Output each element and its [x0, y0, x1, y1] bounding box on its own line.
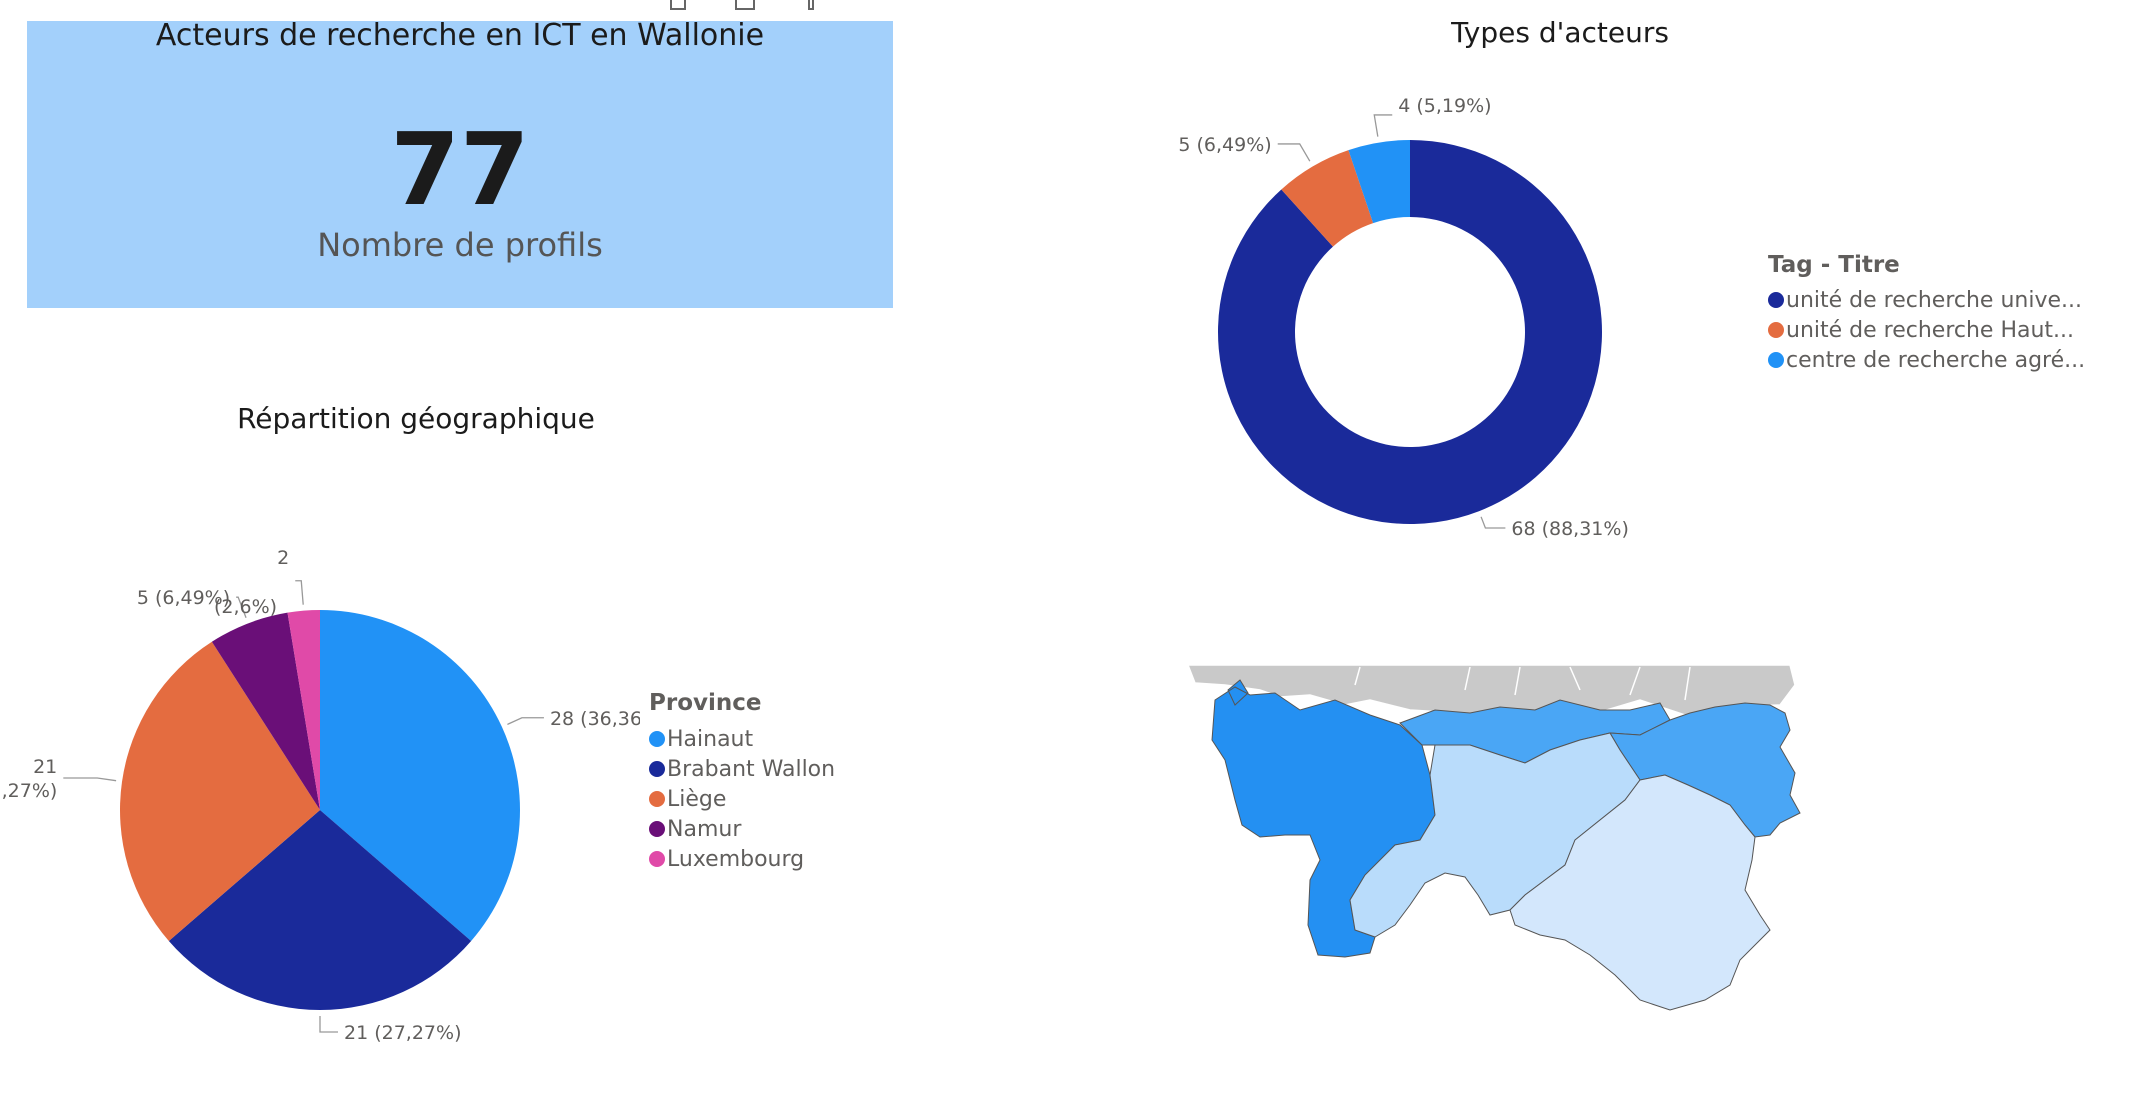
slice-1[interactable]: [1281, 150, 1374, 247]
data-label-2: (27,27%): [0, 780, 57, 802]
slice-2[interactable]: [1348, 140, 1410, 224]
legend-label: Liège: [667, 787, 727, 812]
pie-chart-title: Répartition géographique: [237, 402, 595, 435]
legend-dot-icon: [649, 851, 665, 867]
legend-item[interactable]: Hainaut: [649, 727, 835, 757]
data-label-2: 4 (5,19%): [1398, 95, 1491, 117]
visual-header-icons[interactable]: [660, 0, 830, 14]
legend-item[interactable]: Namur: [649, 817, 835, 847]
wallonia-map[interactable]: [1170, 655, 1960, 1095]
legend-label: Luxembourg: [667, 847, 805, 872]
slice-3[interactable]: [211, 612, 320, 810]
legend-item[interactable]: Liège: [649, 787, 835, 817]
data-label-0: 68 (88,31%): [1511, 518, 1629, 540]
slice-2[interactable]: [120, 641, 321, 941]
leader-line-4: [295, 580, 304, 605]
slice-1[interactable]: [168, 810, 472, 1010]
data-label-1: 21 (27,27%): [344, 1022, 462, 1044]
kpi-card-label: Nombre de profils: [317, 226, 603, 264]
leader-line-1: [1277, 143, 1311, 162]
legend-label: Namur: [667, 817, 742, 842]
donut-legend-title: Tag - Titre: [1768, 252, 1900, 278]
data-label-4: 2: [277, 547, 289, 569]
data-label-1: 5 (6,49%): [1178, 134, 1271, 156]
legend-dot-icon: [1768, 352, 1784, 368]
data-label-4-percent: (2,6%): [214, 596, 277, 618]
map-border-lines: [1354, 666, 1691, 701]
legend-dot-icon: [649, 791, 665, 807]
data-label-2: 21: [33, 756, 57, 778]
pie-chart[interactable]: 28 (36,36%) 21 (27,27%) 21(27,27%) 5 (6,49%…: [0, 540, 640, 1060]
legend-item[interactable]: Brabant Wallon: [649, 757, 835, 787]
map-region-luxembourg[interactable]: [1509, 774, 1771, 1011]
data-label-3: 5 (6,49%): [137, 587, 230, 609]
leader-line-0: [507, 717, 544, 726]
legend-label: centre de recherche agré...: [1786, 348, 2086, 373]
leader-line-1: [319, 1016, 338, 1033]
pie-legend: Hainaut Brabant Wallon Liège Namur Luxembour…: [649, 727, 835, 877]
legend-label: unité de recherche Haut...: [1786, 318, 2075, 343]
leader-line-3: [236, 596, 247, 618]
pie-legend-title: Province: [649, 690, 762, 716]
leader-line-0: [1480, 516, 1506, 529]
more-options-icon[interactable]: [808, 0, 814, 10]
legend-dot-icon: [649, 731, 665, 747]
slice-0[interactable]: [1218, 140, 1602, 524]
legend-dot-icon: [649, 761, 665, 777]
slice-0[interactable]: [320, 610, 520, 941]
legend-item[interactable]: unité de recherche unive...: [1768, 288, 2085, 318]
kpi-card-title: Acteurs de recherche en ICT en Wallonie: [155, 18, 765, 53]
legend-dot-icon: [649, 821, 665, 837]
legend-item[interactable]: centre de recherche agré...: [1768, 348, 2085, 378]
donut-chart[interactable]: 68 (88,31%) 5 (6,49%) 4 (5,19%): [1100, 90, 1700, 570]
legend-label: Brabant Wallon: [667, 757, 836, 782]
leader-line-2: [63, 777, 117, 782]
legend-dot-icon: [1768, 322, 1784, 338]
legend-item[interactable]: Luxembourg: [649, 847, 835, 877]
legend-item[interactable]: unité de recherche Haut...: [1768, 318, 2085, 348]
data-label-0: 28 (36,36%): [550, 708, 640, 730]
map-region-namur[interactable]: [1349, 732, 1641, 938]
copy-icon[interactable]: [735, 0, 755, 10]
slice-4[interactable]: [287, 610, 320, 810]
donut-chart-title: Types d'acteurs: [1451, 16, 1669, 49]
legend-label: unité de recherche unive...: [1786, 288, 2082, 313]
donut-legend: unité de recherche unive... unité de rech…: [1768, 288, 2085, 378]
leader-line-2: [1373, 114, 1393, 137]
legend-label: Hainaut: [667, 727, 754, 752]
kpi-card[interactable]: [27, 21, 893, 308]
legend-dot-icon: [1768, 292, 1784, 308]
kpi-card-value: 77: [390, 111, 530, 228]
pin-icon[interactable]: [670, 0, 686, 10]
